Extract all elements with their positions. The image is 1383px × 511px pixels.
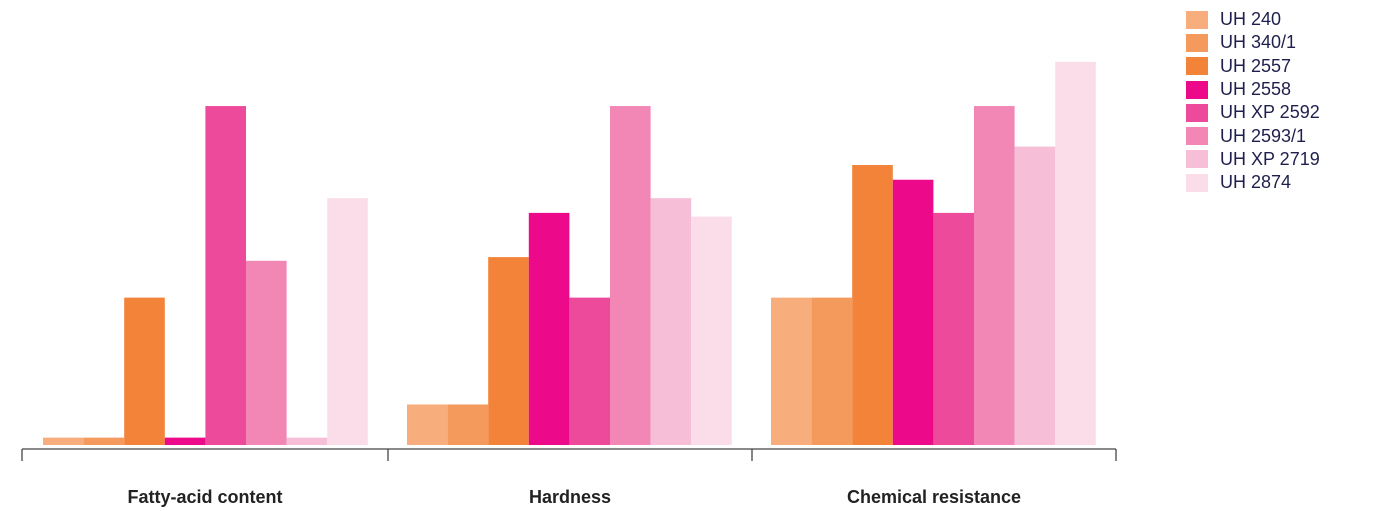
- legend-swatch: [1186, 127, 1208, 146]
- bar: [488, 257, 529, 445]
- legend: UH 240 UH 340/1 UH 2557 UH 2558 UH XP 2592 UH…: [1186, 8, 1320, 194]
- bar: [892, 179, 934, 445]
- legend-swatch: [1186, 10, 1208, 29]
- bar: [974, 106, 1015, 445]
- bar: [327, 198, 368, 445]
- category-label: Chemical resistance: [847, 487, 1021, 507]
- bar: [286, 437, 328, 445]
- bar: [852, 165, 893, 445]
- legend-label: UH 2557: [1220, 55, 1292, 76]
- legend-label: UH 2593/1: [1220, 125, 1307, 146]
- bar: [811, 297, 853, 445]
- bar: [205, 106, 246, 445]
- bar: [610, 106, 651, 445]
- legend-item: UH 340/1: [1186, 31, 1320, 54]
- legend-item: UH 2558: [1186, 78, 1320, 101]
- legend-label: UH 2558: [1220, 79, 1292, 100]
- legend-swatch: [1186, 80, 1208, 99]
- bar: [933, 212, 974, 445]
- bar: [1055, 61, 1096, 446]
- bar: [407, 404, 448, 445]
- legend-item: UH 2593/1: [1186, 124, 1320, 147]
- bars-layer: [43, 61, 1096, 446]
- legend-swatch: [1186, 150, 1208, 169]
- legend-swatch: [1186, 33, 1208, 52]
- legend-label: UH XP 2719: [1220, 148, 1320, 169]
- legend-item: UH XP 2719: [1186, 148, 1320, 171]
- legend-item: UH 2874: [1186, 171, 1320, 194]
- legend-swatch: [1186, 57, 1208, 76]
- legend-label: UH 340/1: [1220, 32, 1297, 53]
- bar: [43, 437, 84, 445]
- category-label: Hardness: [529, 487, 611, 507]
- bar: [164, 437, 206, 445]
- category-labels: Fatty-acid content Hardness Chemical resis…: [127, 487, 1021, 507]
- bar: [650, 198, 692, 445]
- legend-item: UH 240: [1186, 8, 1320, 31]
- legend-item: UH XP 2592: [1186, 101, 1320, 124]
- x-axis: [21, 448, 1117, 461]
- bar: [246, 260, 287, 445]
- bar: [569, 297, 610, 445]
- legend-swatch: [1186, 173, 1208, 192]
- legend-item: UH 2557: [1186, 55, 1320, 78]
- legend-swatch: [1186, 103, 1208, 122]
- legend-label: UH 2874: [1220, 172, 1292, 193]
- bar: [528, 212, 570, 445]
- bar: [447, 404, 489, 445]
- bar: [83, 437, 125, 445]
- bar: [1014, 146, 1056, 445]
- legend-label: UH 240: [1220, 9, 1282, 30]
- bar: [691, 216, 732, 445]
- bar: [124, 297, 165, 445]
- bar: [771, 297, 812, 445]
- category-label: Fatty-acid content: [127, 487, 282, 507]
- legend-label: UH XP 2592: [1220, 102, 1320, 123]
